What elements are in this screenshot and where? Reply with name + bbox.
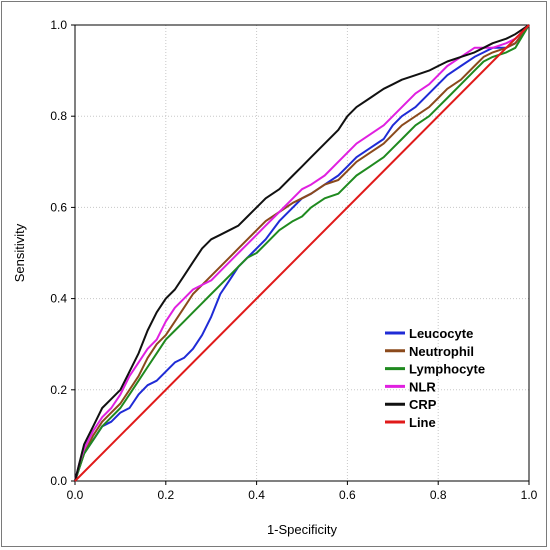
x-tick-label: 0.2 xyxy=(157,488,174,502)
series-line-crp xyxy=(74,24,530,482)
series-line-lymphocyte xyxy=(74,24,530,482)
series-layer xyxy=(74,24,530,482)
y-tick-label: 0.8 xyxy=(50,109,67,123)
y-axis-title: Sensitivity xyxy=(12,223,27,282)
plot-border xyxy=(74,24,530,482)
x-axis-title: 1-Specificity xyxy=(267,522,338,537)
series-line-nlr xyxy=(74,24,530,482)
legend-label: Line xyxy=(409,415,436,430)
legend-label: Neutrophil xyxy=(409,344,474,359)
series-line-neutrophil xyxy=(74,24,530,482)
y-tick-label: 0.4 xyxy=(50,292,67,306)
legend-label: Leucocyte xyxy=(409,326,473,341)
y-tick-label: 0.0 xyxy=(50,474,67,488)
legend-label: Lymphocyte xyxy=(409,362,485,377)
x-tick-label: 0.4 xyxy=(248,488,265,502)
x-tick-label: 0.6 xyxy=(339,488,356,502)
series-line-leucocyte xyxy=(74,24,530,482)
legend-label: NLR xyxy=(409,379,436,394)
legend: Leucocyte Neutrophil Lymphocyte NLR CRP Line xyxy=(385,326,485,430)
x-tick-label: 0.8 xyxy=(430,488,447,502)
x-tick-label: 0.0 xyxy=(67,488,84,502)
y-tick-label: 1.0 xyxy=(50,18,67,32)
y-tick-label: 0.2 xyxy=(50,383,67,397)
series-line-line xyxy=(74,24,530,482)
legend-label: CRP xyxy=(409,397,437,412)
x-tick-label: 1.0 xyxy=(521,488,538,502)
y-tick-label: 0.6 xyxy=(50,200,67,214)
axis-ticks: 0.0 0.2 0.4 0.6 0.8 1.0 0.0 0.2 0.4 0.6 0.8 1.0 xyxy=(50,18,537,502)
